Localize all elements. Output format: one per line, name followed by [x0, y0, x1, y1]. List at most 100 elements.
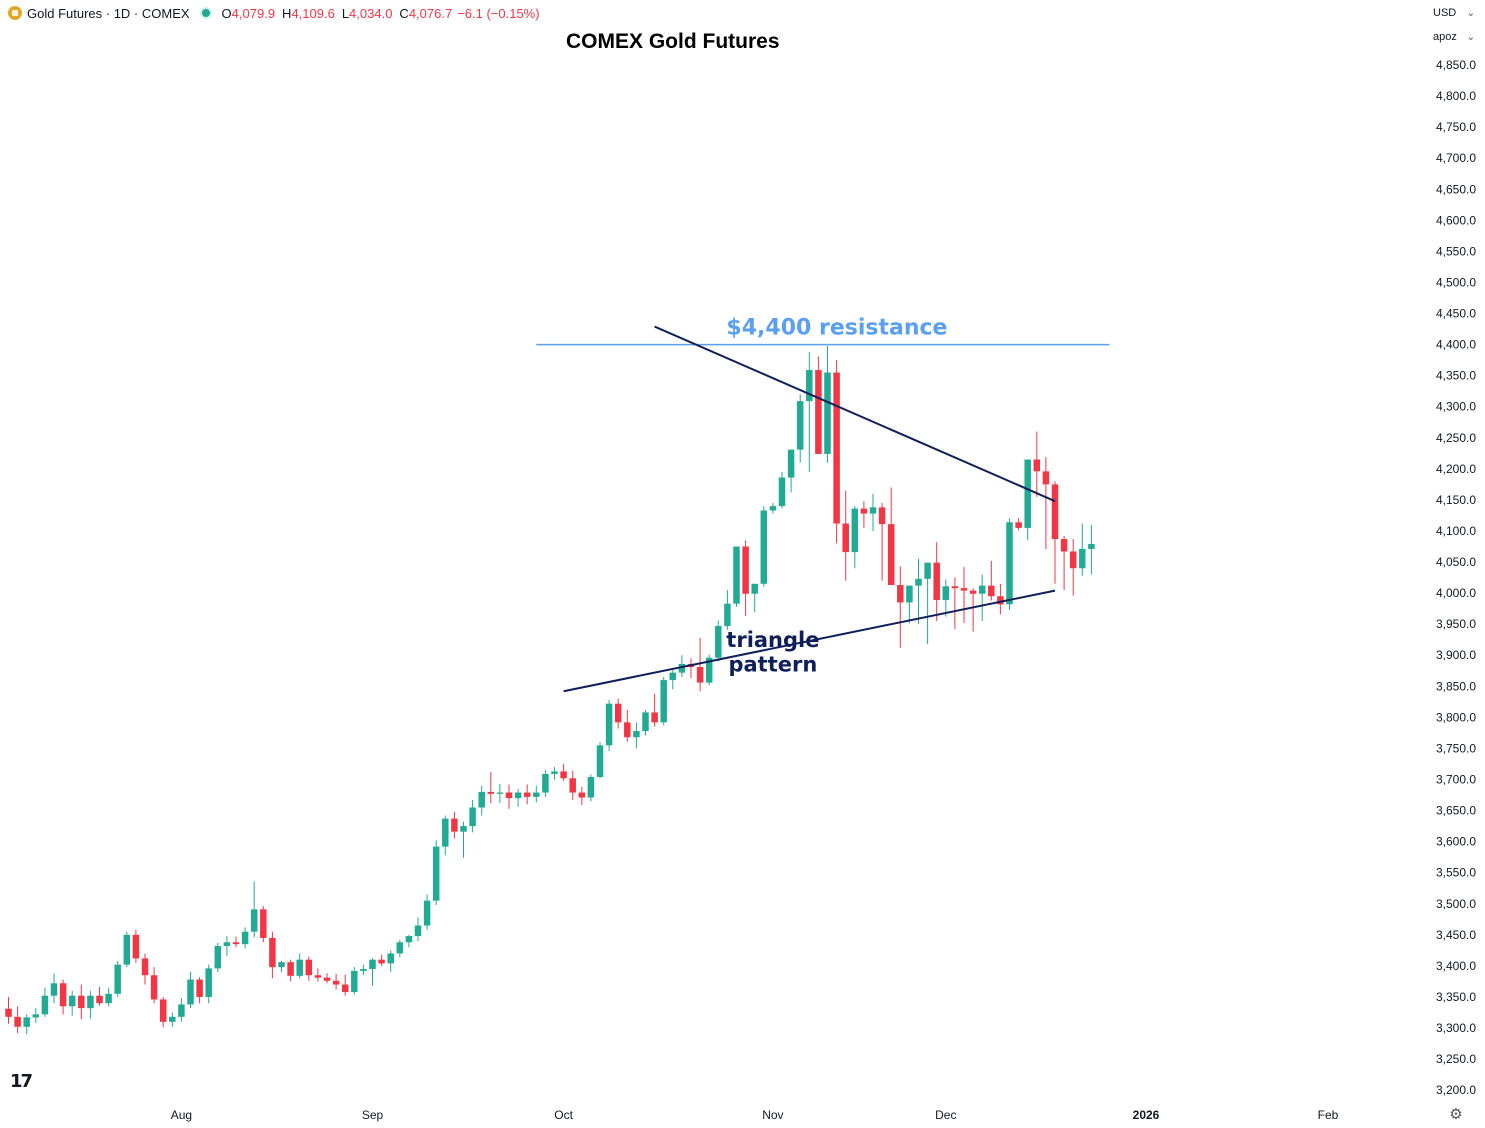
candle-up — [642, 712, 649, 732]
candle-up — [387, 953, 394, 964]
candle-up — [205, 968, 212, 997]
candle-up — [296, 959, 303, 976]
candle-up — [824, 372, 831, 454]
candle-down — [651, 712, 658, 723]
candle-up — [114, 964, 121, 994]
triangle-trendline[interactable] — [563, 589, 1056, 693]
x-tick-label: Feb — [1318, 1108, 1339, 1122]
candle-up — [778, 477, 786, 507]
market-status-icon — [201, 9, 210, 17]
candle-up — [250, 909, 258, 932]
candle-up — [924, 562, 931, 579]
unit-selector[interactable]: apoz ⌄ — [1429, 27, 1481, 47]
candle-up — [533, 792, 540, 797]
candle-up — [542, 773, 549, 793]
y-tick-label: 4,750.0 — [1436, 120, 1476, 134]
y-tick-label: 3,700.0 — [1436, 772, 1476, 786]
candle-down — [742, 546, 749, 594]
candle-down — [969, 590, 977, 594]
high-value: 4,109.6 — [291, 5, 335, 21]
y-tick-label: 4,250.0 — [1436, 431, 1476, 445]
candle-down — [1042, 471, 1050, 485]
y-tick-label: 3,450.0 — [1436, 928, 1476, 942]
candle-down — [59, 983, 67, 1007]
low-label: L — [341, 5, 350, 21]
candle-up — [733, 546, 740, 604]
y-tick-label: 4,550.0 — [1436, 244, 1476, 258]
y-tick-label: 3,300.0 — [1436, 1021, 1476, 1035]
candle-up — [1006, 522, 1013, 605]
candle-down — [988, 585, 995, 597]
candle-up — [760, 510, 768, 584]
candle-up — [351, 970, 358, 992]
triangle-pattern-label: pattern — [728, 652, 817, 676]
candle-up — [551, 771, 558, 774]
y-tick-label: 4,350.0 — [1436, 369, 1476, 383]
y-tick-label: 4,700.0 — [1436, 151, 1476, 165]
close-label: C — [399, 5, 409, 21]
candle-down — [933, 562, 940, 600]
candle-up — [1079, 548, 1086, 569]
open-label: O — [221, 5, 232, 21]
unit-label: apoz — [1433, 31, 1457, 43]
tradingview-logo-icon[interactable]: 17 — [10, 1071, 33, 1092]
candle-up — [669, 672, 677, 681]
candle-up — [442, 818, 449, 847]
candle-down — [560, 771, 567, 779]
open-value: 4,079.9 — [231, 5, 276, 21]
candle-up — [705, 657, 713, 683]
candle-up — [478, 791, 485, 808]
candle-up — [32, 1014, 40, 1018]
candle-down — [378, 959, 385, 964]
candle-up — [178, 1004, 185, 1017]
candle-down — [159, 999, 167, 1022]
candle-down — [842, 523, 849, 553]
y-tick-label: 3,600.0 — [1436, 835, 1476, 849]
triangle-pattern-label: triangle — [726, 628, 819, 652]
candle-up — [1088, 544, 1095, 549]
y-tick-label: 4,000.0 — [1436, 586, 1476, 600]
high-label: H — [282, 5, 292, 21]
candle-up — [241, 931, 249, 945]
y-tick-label: 4,650.0 — [1436, 182, 1476, 196]
y-tick-label: 4,400.0 — [1436, 338, 1476, 352]
candle-up — [514, 792, 522, 799]
y-tick-label: 4,450.0 — [1436, 307, 1476, 321]
candle-down — [569, 778, 576, 793]
candle-down — [624, 722, 631, 738]
candle-up — [678, 663, 686, 673]
candle-up — [942, 586, 950, 600]
currency-label: USD — [1433, 7, 1457, 19]
symbol-name[interactable]: Gold Futures · 1D · COMEX — [27, 5, 190, 21]
candle-up — [469, 807, 476, 827]
candle-up — [460, 826, 467, 832]
candle-up — [278, 962, 285, 968]
candle-up — [906, 585, 913, 603]
y-tick-label: 4,050.0 — [1436, 555, 1476, 569]
candle-up — [87, 995, 94, 1009]
chart-title: COMEX Gold Futures — [566, 30, 780, 53]
y-tick-label: 4,500.0 — [1436, 275, 1476, 289]
candle-up — [68, 995, 76, 1007]
y-tick-label: 3,350.0 — [1436, 990, 1476, 1004]
candle-down — [1033, 459, 1041, 472]
currency-selector[interactable]: USD ⌄ — [1429, 3, 1481, 23]
candle-down — [132, 934, 140, 959]
candle-up — [41, 995, 49, 1015]
candle-up — [423, 900, 431, 926]
candle-down — [1051, 484, 1059, 540]
settings-icon[interactable]: ⚙ — [1449, 1106, 1463, 1123]
candle-up — [806, 370, 813, 402]
candle-down — [451, 818, 458, 832]
candle-up — [978, 585, 986, 594]
candle-down — [96, 995, 103, 1004]
candle-up — [23, 1017, 30, 1027]
triangle-trendline[interactable] — [654, 325, 1056, 503]
candle-down — [523, 792, 531, 797]
candle-up — [187, 979, 194, 1005]
x-tick-label: Nov — [762, 1108, 783, 1122]
candle-up — [605, 703, 613, 746]
candle-down — [196, 979, 203, 997]
candle-down — [960, 588, 968, 591]
